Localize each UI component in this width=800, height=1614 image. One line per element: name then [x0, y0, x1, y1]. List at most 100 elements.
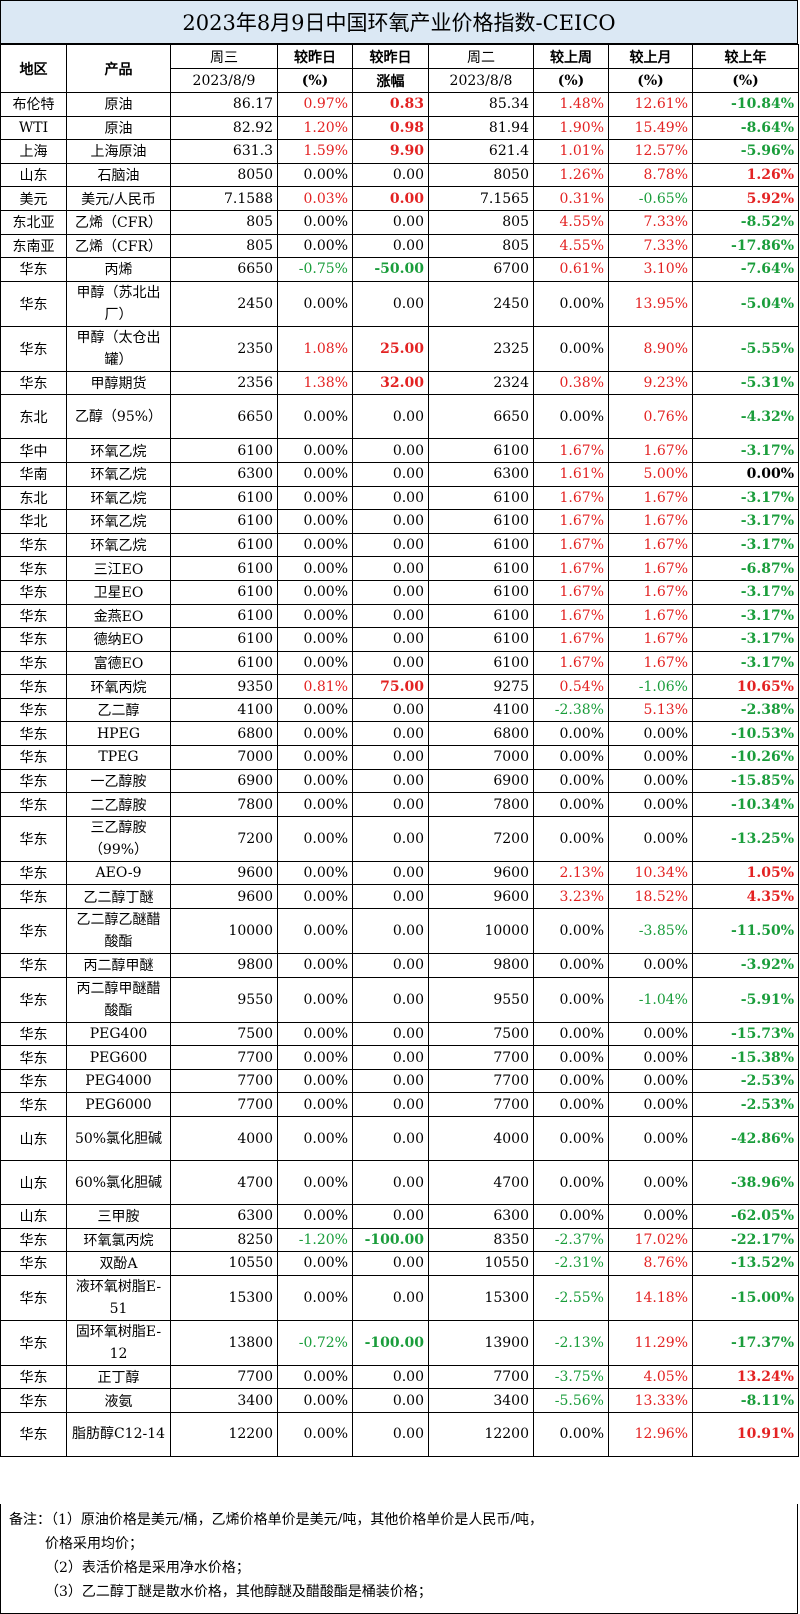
dod-pct-cell: 0.00% — [277, 556, 353, 581]
table-row: 华东 富德EO 6100 0.00% 0.00 6100 1.67% 1.67% -3.17% — [0, 650, 799, 676]
dod-pct-cell: 1.08% — [277, 325, 353, 372]
table-row: 华东 TPEG 7000 0.00% 0.00 7000 0.00% 0.00% -10.26% — [0, 745, 799, 770]
table-row: 华东 乙二醇 4100 0.00% 0.00 4100 -2.38% 5.13% -2.38% — [0, 697, 799, 723]
product-cell: 乙二醇丁醚 — [66, 884, 171, 910]
dod-pct-cell: 0.00% — [277, 908, 353, 955]
mom-cell: 17.02% — [608, 1227, 693, 1253]
table-row: 华东 丙二醇甲醚 9800 0.00% 0.00 9800 0.00% 0.00% -3.92% — [0, 953, 799, 978]
yoy-cell: 0.00% — [692, 461, 799, 487]
product-cell: 环氧氯丙烷 — [66, 1227, 171, 1253]
price-tue-cell: 8350 — [428, 1227, 534, 1253]
wow-cell: 0.00% — [533, 394, 609, 440]
product-cell: 三乙醇胺（99%） — [66, 815, 171, 862]
yoy-cell: -3.17% — [692, 438, 799, 463]
table-row: 华东 丙二醇甲醚醋酸酯 9550 0.00% 0.00 9550 0.00% -1.04% -5… — [0, 976, 799, 1023]
wow-cell: 3.23% — [533, 884, 609, 910]
price-tue-cell: 6650 — [428, 394, 534, 440]
table-row: 东北 环氧乙烷 6100 0.00% 0.00 6100 1.67% 1.67% -3.17% — [0, 485, 799, 511]
product-cell: 甲醇（苏北出厂） — [66, 280, 171, 327]
dod-amt-cell: 0.00 — [352, 603, 429, 629]
mom-cell: 11.29% — [608, 1319, 693, 1366]
product-cell: 三江EO — [66, 556, 171, 581]
product-cell: 乙烯（CFR） — [66, 233, 171, 259]
price-wed-cell: 4000 — [170, 1116, 278, 1161]
yoy-cell: 10.91% — [692, 1411, 799, 1457]
table-row: 华东 三乙醇胺（99%） 7200 0.00% 0.00 7200 0.00% 0.00% -1… — [0, 815, 799, 862]
price-tue-cell: 9800 — [428, 953, 534, 978]
price-tue-cell: 7700 — [428, 1068, 534, 1094]
price-tue-cell: 12200 — [428, 1411, 534, 1457]
mom-cell: 0.00% — [608, 721, 693, 747]
dod-amt-cell: 0.00 — [352, 953, 429, 978]
region-cell: 华东 — [0, 1411, 67, 1457]
region-cell: 东北亚 — [0, 209, 67, 235]
price-tue-cell: 7000 — [428, 745, 534, 770]
price-wed-cell: 6100 — [170, 650, 278, 676]
wow-cell: 0.00% — [533, 792, 609, 817]
price-tue-cell: 85.34 — [428, 92, 534, 117]
region-cell: 布伦特 — [0, 92, 67, 117]
dod-pct-cell: 0.00% — [277, 953, 353, 978]
region-cell: 东北 — [0, 394, 67, 440]
dod-amt-cell: 0.00 — [352, 1274, 429, 1321]
price-tue-cell: 7200 — [428, 815, 534, 862]
price-wed-cell: 9350 — [170, 674, 278, 699]
price-tue-cell: 6100 — [428, 650, 534, 676]
wow-cell: 1.26% — [533, 162, 609, 188]
wow-cell: 0.00% — [533, 1092, 609, 1117]
table-row: 华东 环氧丙烷 9350 0.81% 75.00 9275 0.54% -1.06% 10.65… — [0, 674, 799, 699]
mom-cell: 8.90% — [608, 325, 693, 372]
yoy-cell: -38.96% — [692, 1160, 799, 1205]
product-cell: 环氧乙烷 — [66, 532, 171, 558]
dod-amt-cell: 0.00 — [352, 1092, 429, 1117]
product-cell: 原油 — [66, 92, 171, 117]
table-row: 华东 甲醇（苏北出厂） 2450 0.00% 0.00 2450 0.00% 13.95% -5… — [0, 280, 799, 327]
dod-amt-cell: 25.00 — [352, 325, 429, 372]
yoy-cell: -10.34% — [692, 792, 799, 817]
price-wed-cell: 7700 — [170, 1045, 278, 1070]
product-cell: 环氧乙烷 — [66, 485, 171, 511]
price-wed-cell: 7.1588 — [170, 186, 278, 211]
product-cell: 液环氧树脂E-51 — [66, 1274, 171, 1321]
table-row: 华东 丙烯 6650 -0.75% -50.00 6700 0.61% 3.10% -7.64% — [0, 257, 799, 282]
yoy-cell: -8.52% — [692, 209, 799, 235]
region-cell: 东南亚 — [0, 233, 67, 259]
dod-pct-cell: -1.20% — [277, 1227, 353, 1253]
yoy-cell: -3.17% — [692, 650, 799, 676]
wow-cell: 0.00% — [533, 1160, 609, 1205]
region-cell: 华中 — [0, 438, 67, 463]
wow-cell: 0.31% — [533, 186, 609, 211]
price-wed-cell: 8050 — [170, 162, 278, 188]
header-wed: 周三 — [170, 44, 278, 69]
table-row: 华东 甲醇期货 2356 1.38% 32.00 2324 0.38% 9.23% -5.31% — [0, 370, 799, 396]
yoy-cell: -15.85% — [692, 768, 799, 794]
yoy-cell: -13.52% — [692, 1251, 799, 1276]
mom-cell: 0.00% — [608, 1116, 693, 1161]
product-cell: 二乙醇胺 — [66, 792, 171, 817]
price-tue-cell: 15300 — [428, 1274, 534, 1321]
dod-amt-cell: 0.00 — [352, 394, 429, 440]
table-row: 华东 PEG4000 7700 0.00% 0.00 7700 0.00% 0.00% -2.5… — [0, 1068, 799, 1094]
price-tue-cell: 7800 — [428, 792, 534, 817]
price-wed-cell: 2356 — [170, 370, 278, 396]
price-wed-cell: 9550 — [170, 976, 278, 1023]
yoy-cell: -5.91% — [692, 976, 799, 1023]
yoy-cell: 4.35% — [692, 884, 799, 910]
price-wed-cell: 805 — [170, 233, 278, 259]
yoy-cell: -11.50% — [692, 908, 799, 955]
dod-amt-cell: 0.00 — [352, 627, 429, 652]
dod-amt-cell: 0.00 — [352, 280, 429, 327]
header-row-1: 地区 产品 周三 较昨日 较昨日 周二 较上周 较上月 较上年 — [0, 44, 799, 93]
wow-cell: 1.01% — [533, 139, 609, 164]
dod-amt-cell: 0.00 — [352, 976, 429, 1023]
price-tue-cell: 3400 — [428, 1388, 534, 1413]
price-tue-cell: 7700 — [428, 1092, 534, 1117]
mom-cell: 0.00% — [608, 1045, 693, 1070]
product-cell: 环氧乙烷 — [66, 509, 171, 534]
dod-pct-cell: 0.00% — [277, 1068, 353, 1094]
yoy-cell: -2.53% — [692, 1092, 799, 1117]
mom-cell: 9.23% — [608, 370, 693, 396]
price-wed-cell: 6100 — [170, 532, 278, 558]
price-tue-cell: 2325 — [428, 325, 534, 372]
